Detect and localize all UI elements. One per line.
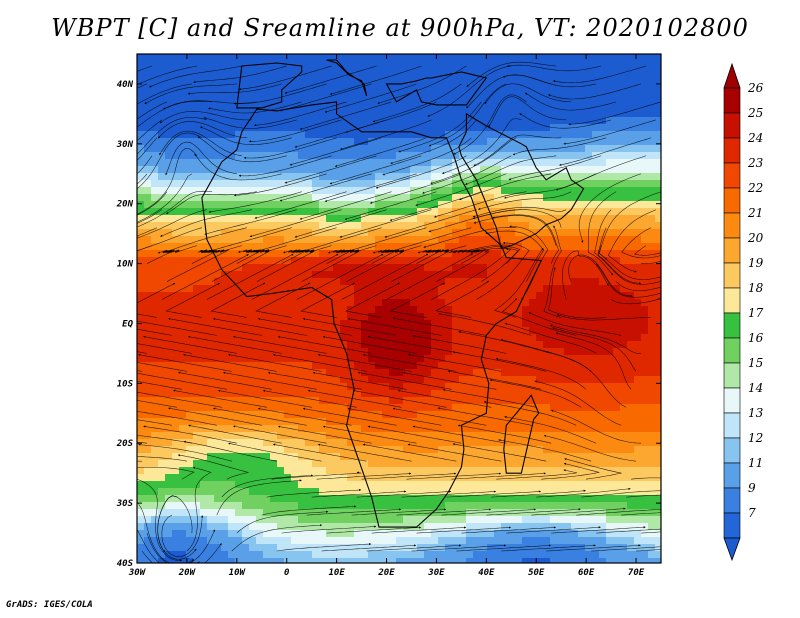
map-axes: 30W 20W 10W 0 10E 20E 30E 40E 50E 60E 70E 40N 30N 20N… xyxy=(116,54,661,578)
colorbar-swatch xyxy=(723,87,741,114)
colorbar-label: 25 xyxy=(747,106,763,120)
colorbar-swatch xyxy=(723,362,741,389)
colorbar-label: 16 xyxy=(748,331,764,345)
grads-credit: GrADS: IGES/COLA xyxy=(6,600,93,610)
colorbar-swatch xyxy=(723,262,741,289)
lat-tick-label: 30N xyxy=(116,140,134,150)
colorbar-swatch xyxy=(723,212,741,239)
colorbar-swatch xyxy=(723,312,741,339)
colorbar: 26 25 24 23 22 21 20 19 18 17 16 15 14 13 12 11 9 7 xyxy=(723,62,764,562)
colorbar-label: 22 xyxy=(747,181,763,195)
colorbar-swatch xyxy=(723,512,741,539)
colorbar-label: 17 xyxy=(748,306,764,320)
lat-tick-label: EQ xyxy=(122,319,133,329)
colorbar-label: 18 xyxy=(748,281,764,295)
map-frame xyxy=(136,53,662,564)
lon-tick-label: 30W xyxy=(128,568,147,578)
lon-tick-label: 20E xyxy=(377,568,395,578)
lon-tick-label: 60E xyxy=(578,568,595,578)
streamlines xyxy=(137,61,661,563)
colorbar-swatch xyxy=(723,487,741,514)
lon-tick-label: 40E xyxy=(478,568,495,578)
colorbar-min-arrow xyxy=(723,537,741,562)
lat-tick-label: 20N xyxy=(116,200,134,210)
colorbar-label: 20 xyxy=(747,231,764,245)
map-border xyxy=(136,53,662,564)
lat-tick-label: 30S xyxy=(116,499,134,509)
colorbar-swatch xyxy=(723,162,741,189)
colorbar-swatch xyxy=(723,287,741,314)
colorbar-label: 23 xyxy=(747,156,764,170)
colorbar-label: 15 xyxy=(748,356,763,370)
colorbar-swatch xyxy=(723,237,741,264)
colorbar-label: 13 xyxy=(748,406,764,420)
lon-tick-label: 20W xyxy=(178,568,197,578)
lon-tick-label: 70E xyxy=(628,568,645,578)
lon-tick-label: 10E xyxy=(328,568,345,578)
lon-tick-label: 30E xyxy=(427,568,445,578)
colorbar-max-arrow xyxy=(723,62,741,89)
colorbar-swatch xyxy=(723,187,741,214)
colorbar-label: 21 xyxy=(747,206,763,220)
lat-tick-label: 40S xyxy=(117,559,134,569)
lon-tick-label: 50E xyxy=(528,568,545,578)
lat-tick-label: 10S xyxy=(117,379,134,389)
lon-tick-label: 0 xyxy=(284,568,290,578)
colorbar-swatch xyxy=(723,412,741,439)
colorbar-label: 9 xyxy=(748,481,756,495)
colorbar-swatch xyxy=(723,437,741,464)
colorbar-swatch xyxy=(723,137,741,164)
colorbar-label: 14 xyxy=(748,381,763,395)
colorbar-swatch xyxy=(723,462,741,489)
colorbar-label: 7 xyxy=(748,506,756,520)
lat-tick-label: 10N xyxy=(117,260,134,270)
lat-tick-label: 20S xyxy=(116,439,134,449)
colorbar-swatch xyxy=(723,112,741,139)
map-title: WBPT [C] and Sreamline at 900hPa, VT: 20… xyxy=(51,14,749,42)
colorbar-label: 19 xyxy=(748,256,764,270)
colorbar-swatch xyxy=(723,387,741,414)
lat-tick-label: 40N xyxy=(117,80,134,90)
colorbar-label: 24 xyxy=(747,131,763,145)
colorbar-label: 26 xyxy=(747,81,764,95)
wbpt-field xyxy=(137,54,661,563)
colorbar-label: 11 xyxy=(748,456,763,470)
colorbar-swatch xyxy=(723,337,741,364)
lon-tick-label: 10W xyxy=(229,568,247,578)
colorbar-label: 12 xyxy=(748,431,763,445)
